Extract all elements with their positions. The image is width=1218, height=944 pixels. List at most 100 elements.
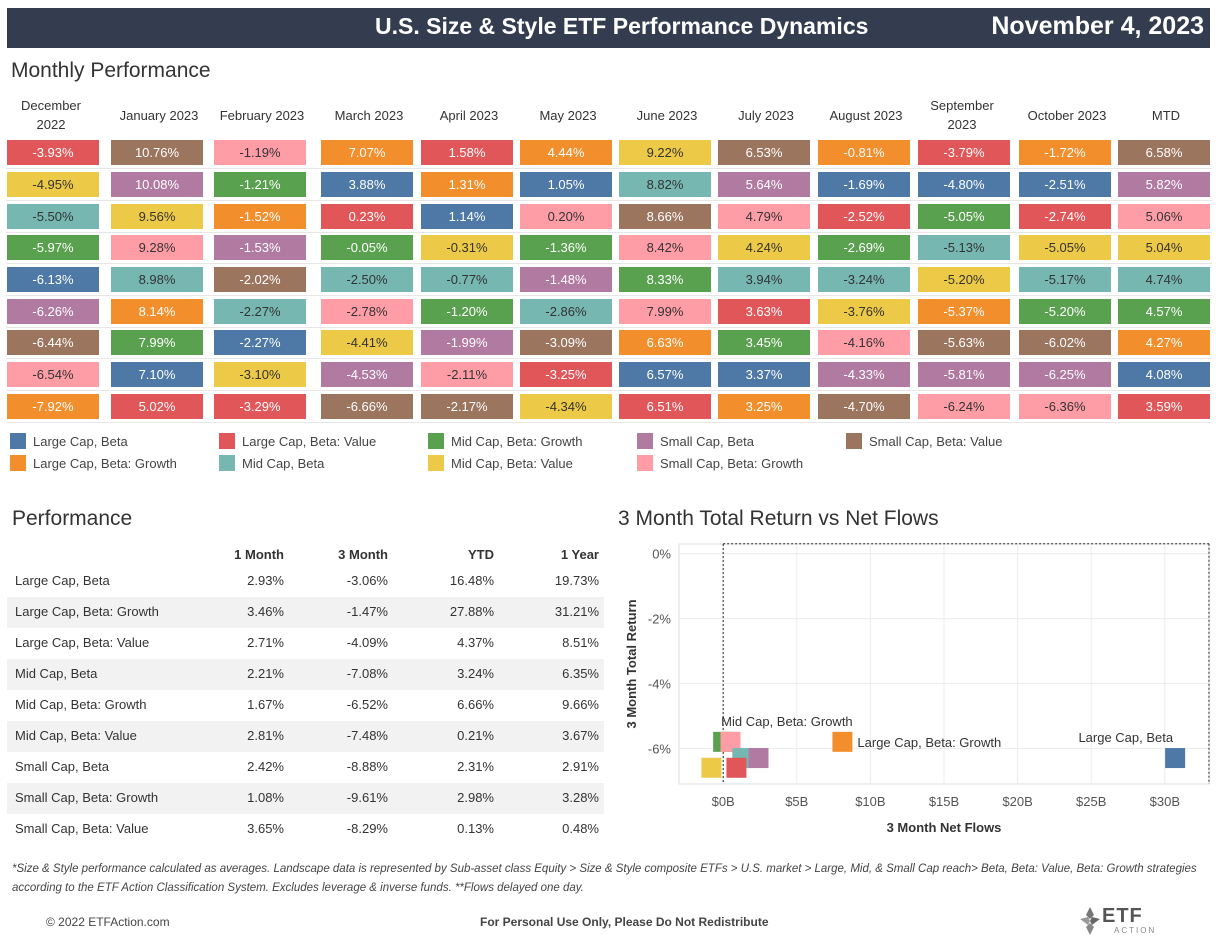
legend-item: Large Cap, Beta: Value [219, 433, 376, 449]
performance-table-header: 1 Month 3 Month YTD 1 Year [7, 542, 604, 566]
row-name: Small Cap, Beta: Growth [15, 790, 159, 805]
scatter-point [726, 757, 747, 778]
heatmap-cell: 4.08% [1118, 362, 1210, 387]
legend-swatch [637, 433, 653, 449]
heatmap-cell: -4.16% [818, 330, 910, 355]
row-value: 2.98% [457, 790, 494, 805]
heatmap-cell: -3.79% [918, 140, 1010, 165]
legend-label: Large Cap, Beta: Value [242, 433, 377, 449]
heatmap-cell: 8.82% [619, 172, 711, 197]
heatmap-cell: -5.20% [918, 267, 1010, 292]
x-tick-label: $15B [929, 794, 959, 809]
month-headers: December 2022 January 2023 February 2023 Ma… [6, 94, 1212, 136]
heatmap-cell: -2.11% [421, 362, 513, 387]
row-value: 27.88% [449, 604, 494, 619]
legend-swatch [846, 433, 862, 449]
heatmap-cell: 1.58% [421, 140, 513, 165]
row-value: 3.46% [247, 604, 284, 619]
row-value: 2.81% [247, 728, 284, 743]
footnote: *Size & Style performance calculated as … [12, 863, 1197, 894]
column-header: YTD [468, 547, 494, 562]
heatmap-cell: 6.58% [1118, 140, 1210, 165]
legend-swatch [10, 455, 26, 471]
point-label: Large Cap, Beta [1078, 730, 1173, 745]
heatmap-row-divider [6, 295, 1212, 296]
heatmap-cell: 10.08% [111, 172, 203, 197]
month-header: April 2023 [439, 107, 499, 123]
row-value: 0.13% [457, 821, 494, 836]
heatmap-cell: -1.99% [421, 330, 513, 355]
heatmap-cell: -4.53% [321, 362, 413, 387]
table-row: Large Cap, Beta: Growth 3.46% -1.47% 27.88%… [7, 597, 604, 628]
column-header: 1 Year [560, 547, 599, 562]
row-value: 0.48% [562, 821, 599, 836]
heatmap-row-divider [6, 232, 1212, 233]
legend-item: Small Cap, Beta: Value [846, 433, 1002, 449]
heatmap-cell: 3.59% [1118, 394, 1210, 419]
heatmap-cell: -5.13% [918, 235, 1010, 260]
row-value: -8.88% [346, 759, 388, 774]
heatmap-cell: 9.28% [111, 235, 203, 260]
row-value: 9.66% [562, 697, 599, 712]
row-name: Small Cap, Beta: Value [15, 821, 149, 836]
row-name: Mid Cap, Beta: Growth [15, 697, 147, 712]
table-row: Mid Cap, Beta 2.21% -7.08% 3.24% 6.35% [7, 659, 604, 690]
row-value: -1.47% [346, 604, 388, 619]
month-header: May 2023 [539, 107, 597, 123]
heatmap-cell: -2.27% [214, 330, 306, 355]
heatmap-cell: 4.79% [718, 204, 810, 229]
row-value: 8.51% [562, 635, 599, 650]
legend-label: Mid Cap, Beta: Growth [451, 433, 583, 449]
heatmap-cell: -1.20% [421, 299, 513, 324]
table-row: Large Cap, Beta: Value 2.71% -4.09% 4.37% 8.… [7, 628, 604, 659]
row-value: 2.31% [457, 759, 494, 774]
heatmap-cell: -4.34% [520, 394, 612, 419]
row-value: 16.48% [449, 573, 494, 588]
heatmap-cell: 5.02% [111, 394, 203, 419]
month-header: February 2023 [219, 107, 305, 123]
heatmap-row-divider [6, 390, 1212, 391]
performance-table: 1 Month 3 Month YTD 1 Year Large Cap, Beta 2.… [7, 542, 604, 845]
y-tick-label: 0% [652, 547, 671, 562]
heatmap-cell: -5.97% [7, 235, 99, 260]
heatmap-cell: 6.53% [718, 140, 810, 165]
table-row: Mid Cap, Beta: Value 2.81% -7.48% 0.21% 3.67… [7, 721, 604, 752]
disclaimer: For Personal Use Only, Please Do Not Red… [480, 915, 769, 929]
heatmap-cell: 4.44% [520, 140, 612, 165]
heatmap-cell: 8.42% [619, 235, 711, 260]
heatmap-cell: 5.82% [1118, 172, 1210, 197]
heatmap-cell: -6.02% [1019, 330, 1111, 355]
legend: Large Cap, Beta Large Cap, Beta: Value Mid… [10, 433, 1060, 479]
scatter-point [701, 757, 722, 778]
heatmap-cell: -1.36% [520, 235, 612, 260]
heatmap-cell: -0.05% [321, 235, 413, 260]
row-value: -7.08% [346, 666, 388, 681]
heatmap-cell: -2.52% [818, 204, 910, 229]
legend-label: Mid Cap, Beta: Value [451, 455, 573, 471]
month-header: July 2023 [738, 107, 794, 123]
heatmap-cell: -6.54% [7, 362, 99, 387]
heatmap-cell: 3.63% [718, 299, 810, 324]
heatmap-cell: -5.50% [7, 204, 99, 229]
scatter-point [832, 731, 853, 752]
heatmap-cell: 4.24% [718, 235, 810, 260]
heatmap-cell: -6.36% [1019, 394, 1111, 419]
heatmap-cell: 8.98% [111, 267, 203, 292]
heatmap-cell: 3.45% [718, 330, 810, 355]
heatmap-cell: -6.24% [918, 394, 1010, 419]
x-tick-label: $5B [785, 794, 808, 809]
heatmap-cell: -5.81% [918, 362, 1010, 387]
heatmap-cell: -1.48% [520, 267, 612, 292]
heatmap-cell: 4.57% [1118, 299, 1210, 324]
etf-action-logo: ETF ACTION [1080, 905, 1160, 939]
point-label: Large Cap, Beta: Growth [857, 735, 1001, 750]
month-header: June 2023 [636, 107, 698, 123]
row-name: Large Cap, Beta: Growth [15, 604, 159, 619]
row-value: 2.21% [247, 666, 284, 681]
heatmap-cell: 5.04% [1118, 235, 1210, 260]
heatmap-cell: -2.50% [321, 267, 413, 292]
heatmap-cell: 6.63% [619, 330, 711, 355]
heatmap-cell: -3.09% [520, 330, 612, 355]
heatmap-cell: -0.81% [818, 140, 910, 165]
